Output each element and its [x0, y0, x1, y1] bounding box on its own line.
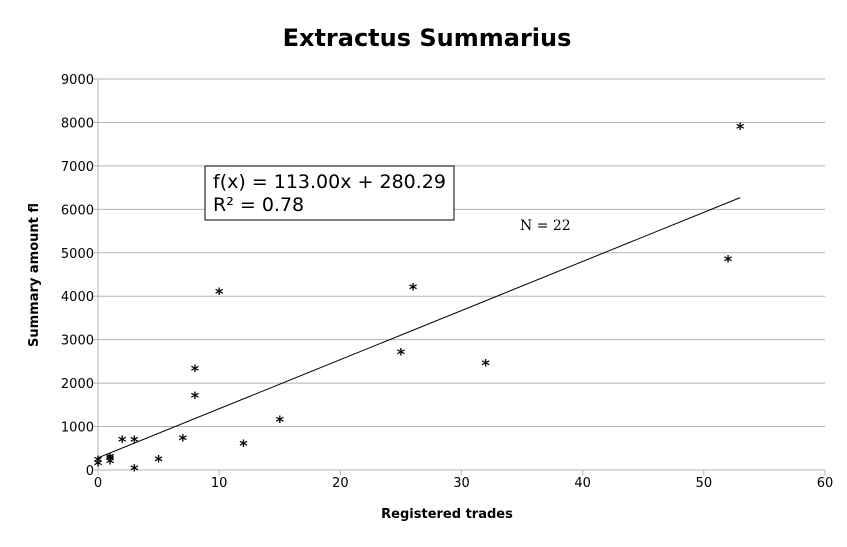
x-tick-label: 50 — [696, 476, 713, 491]
sample-size-annotation: N = 22 — [520, 218, 571, 234]
y-tick-label: 1000 — [61, 421, 94, 436]
x-tick-label: 20 — [332, 476, 349, 491]
trendline-equation: f(x) = 113.00x + 280.29 — [213, 171, 446, 193]
y-tick-label: 0 — [86, 464, 94, 479]
data-point: * — [215, 284, 224, 303]
data-point: * — [482, 356, 491, 375]
y-tick-label: 4000 — [61, 290, 94, 305]
x-tick-label: 60 — [817, 476, 834, 491]
data-point: * — [239, 436, 248, 455]
data-point: * — [94, 455, 103, 474]
x-tick-labels: 0 10 20 30 40 50 60 — [94, 476, 833, 491]
y-axis-title: Summary amount fl — [27, 203, 42, 347]
x-tick-label: 40 — [574, 476, 591, 491]
data-point: * — [106, 449, 115, 468]
data-point: * — [179, 431, 188, 450]
y-tick-labels: 0 1000 2000 3000 4000 5000 6000 7000 8000 9000 — [61, 73, 94, 479]
y-tick-label: 3000 — [61, 334, 94, 349]
data-point: * — [397, 345, 406, 364]
chart-title: Extractus Summarius — [283, 24, 572, 52]
data-point: * — [130, 432, 139, 451]
data-point: * — [724, 251, 733, 270]
data-point: * — [191, 388, 200, 407]
y-tick-label: 7000 — [61, 160, 94, 175]
data-point: * — [736, 119, 745, 138]
y-tick-label: 5000 — [61, 247, 94, 262]
data-points: ** **** ** ************ — [94, 119, 745, 479]
x-tick-label: 10 — [211, 476, 228, 491]
data-point: * — [130, 460, 139, 479]
data-point: * — [94, 452, 103, 471]
data-point: * — [191, 361, 200, 380]
y-tick-label: 9000 — [61, 73, 94, 88]
r-squared-label: R² = 0.78 — [213, 194, 304, 216]
x-tick-label: 30 — [453, 476, 470, 491]
data-point: * — [276, 412, 285, 431]
x-axis-title: Registered trades — [381, 507, 513, 522]
x-tick-label: 0 — [94, 476, 102, 491]
data-point: * — [106, 453, 115, 472]
data-point: * — [106, 450, 115, 469]
y-tick-label: 8000 — [61, 116, 94, 131]
grid-lines — [93, 78, 825, 471]
data-point: * — [154, 452, 163, 471]
y-tick-label: 2000 — [61, 377, 94, 392]
data-point: * — [118, 432, 127, 451]
data-point: * — [409, 280, 418, 299]
equation-box: f(x) = 113.00x + 280.29 R² = 0.78 — [204, 165, 455, 221]
trendline-path — [97, 197, 741, 459]
trendline — [97, 197, 741, 459]
y-tick-label: 6000 — [61, 203, 94, 218]
axes — [97, 79, 826, 475]
